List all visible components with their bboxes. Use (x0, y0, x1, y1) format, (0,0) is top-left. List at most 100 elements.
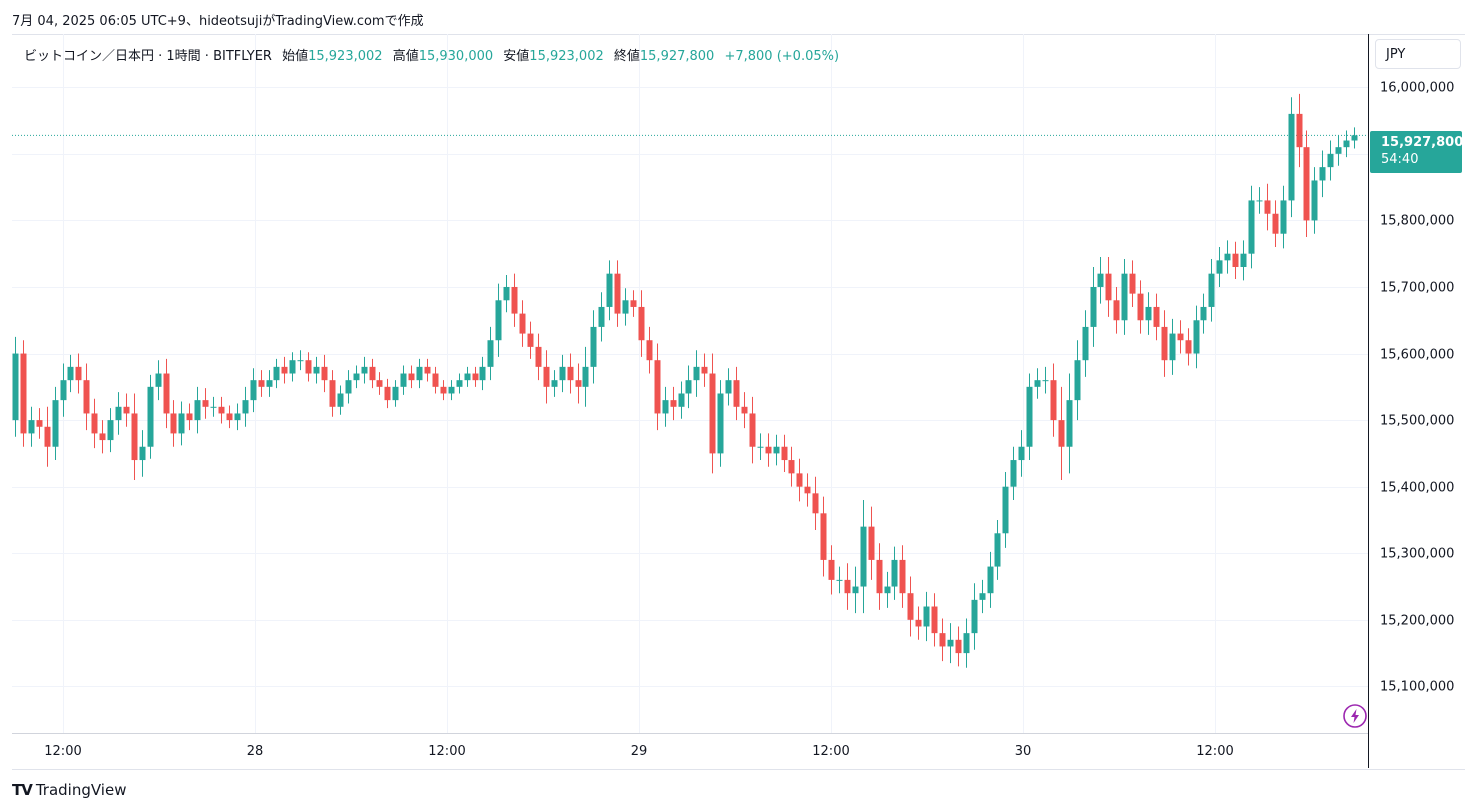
tradingview-logo[interactable]: TV TradingView (12, 781, 126, 799)
time-tick-label: 12:00 (428, 744, 465, 759)
price-tick-label: 15,800,000 (1380, 214, 1454, 229)
candle-body (559, 366, 566, 381)
candle (907, 576, 914, 637)
candle (250, 368, 257, 413)
candle-body (630, 300, 637, 307)
candle-body (52, 400, 59, 447)
candle (670, 386, 677, 421)
candle (1288, 97, 1295, 218)
candle (1137, 280, 1144, 334)
candle-body (1082, 326, 1089, 361)
candle (91, 398, 98, 449)
candle (1248, 185, 1255, 269)
candle-body (91, 413, 98, 434)
candles (12, 93, 1358, 668)
candle-body (868, 526, 875, 560)
candle-body (408, 373, 415, 381)
candle (1042, 366, 1049, 394)
candle (630, 290, 637, 317)
time-tick-label: 29 (631, 744, 648, 759)
candle (424, 358, 431, 382)
candle (614, 260, 621, 327)
candle-body (432, 373, 439, 387)
candle (361, 356, 368, 384)
tradingview-logo-text: TradingView (35, 781, 127, 799)
candle (1121, 259, 1128, 335)
candle (757, 433, 764, 461)
candle (781, 434, 788, 473)
candle-body (781, 446, 788, 461)
candle (733, 366, 740, 421)
candle (12, 336, 19, 437)
candle-body (1090, 286, 1097, 327)
candle-body (147, 386, 154, 447)
candle-body (99, 433, 106, 441)
candle-body (622, 300, 629, 314)
candle-body (234, 413, 241, 421)
candle (709, 353, 716, 474)
candle-body (28, 420, 35, 434)
candle (456, 373, 463, 394)
candle (218, 396, 225, 424)
candle-body (250, 380, 257, 401)
candle (1018, 430, 1025, 477)
candle-body (804, 486, 811, 494)
candle (860, 500, 867, 614)
candle-body (266, 380, 273, 387)
candle-body (527, 333, 534, 347)
candle (321, 354, 328, 393)
candle (662, 386, 669, 427)
candle-body (384, 386, 391, 401)
candle (535, 333, 542, 381)
candle-body (543, 366, 550, 387)
candle (678, 381, 685, 419)
candle-body (1200, 306, 1207, 321)
candle (384, 378, 391, 409)
candle-body (567, 366, 574, 381)
candle-body (1185, 340, 1192, 354)
candle-body (218, 406, 225, 414)
price-axis: 15,100,000 15,200,000 15,300,000 15,400,000… (1380, 81, 1454, 695)
candle (131, 393, 138, 481)
chart-frame[interactable] (12, 34, 1465, 770)
lightning-icon[interactable] (1343, 704, 1367, 728)
candle-body (606, 273, 613, 307)
candle-body (163, 373, 170, 414)
candle (60, 363, 67, 417)
candle-body (939, 633, 946, 647)
candle (1208, 259, 1215, 322)
candle-body (210, 406, 217, 408)
time-tick-label: 12:00 (1196, 744, 1233, 759)
candle-body (281, 366, 288, 374)
candle-body (1232, 253, 1239, 267)
candle-body (107, 420, 114, 441)
candle-body (820, 513, 827, 560)
candle (963, 618, 970, 668)
candle-body (60, 380, 67, 401)
candle-body (1224, 253, 1231, 261)
candle-body (923, 606, 930, 627)
candle (234, 403, 241, 431)
candle-body (749, 413, 756, 447)
candle-body (1248, 200, 1255, 254)
candle-body (1280, 200, 1287, 234)
candle (590, 310, 597, 384)
candle (559, 354, 566, 393)
candle-body (1216, 260, 1223, 274)
candle (123, 393, 130, 427)
candle (1161, 310, 1168, 377)
candle (575, 363, 582, 404)
candle-body (638, 306, 645, 341)
candle (1327, 140, 1334, 181)
price-tick-label: 15,500,000 (1380, 414, 1454, 429)
candle-body (614, 273, 621, 314)
candle (773, 434, 780, 466)
candle (1185, 328, 1192, 366)
candle (931, 593, 938, 647)
time-tick-label: 30 (1015, 744, 1032, 759)
candle-body (590, 326, 597, 367)
candle-body (1335, 147, 1342, 154)
candle (194, 386, 201, 434)
currency-button[interactable]: JPY (1375, 39, 1461, 69)
